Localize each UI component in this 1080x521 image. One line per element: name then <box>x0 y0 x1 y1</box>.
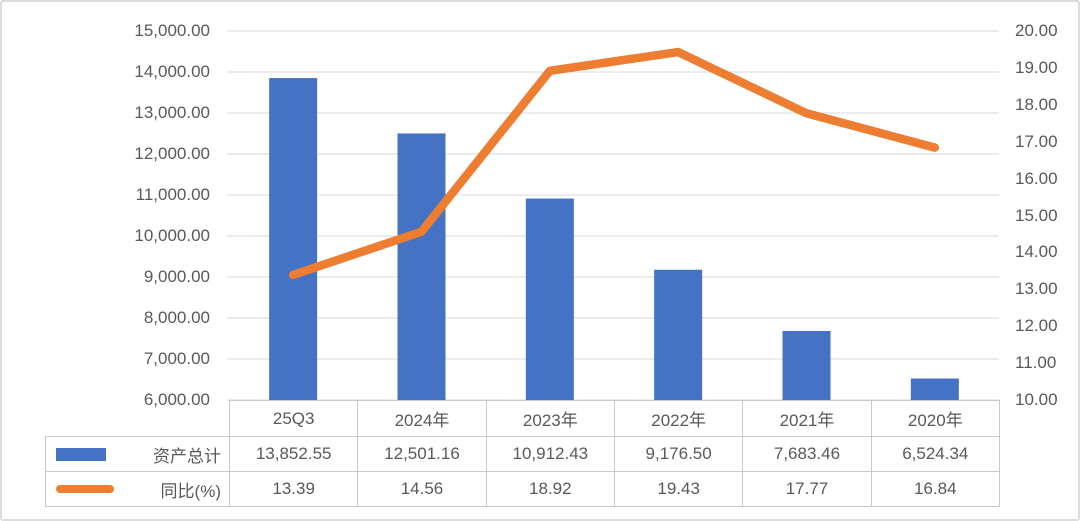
value-cell: 19.43 <box>613 471 744 507</box>
category-header: 2023年 <box>485 400 615 437</box>
category-header: 2020年 <box>870 400 1000 437</box>
bar-2024年 <box>397 133 446 400</box>
value-cell: 13,852.55 <box>228 436 359 472</box>
right-axis-tick: 11.00 <box>1015 353 1057 373</box>
yoy-line <box>288 47 940 280</box>
left-axis-tick: 10,000.00 <box>134 226 210 245</box>
category-header: 2024年 <box>357 400 487 437</box>
value-cell: 16.84 <box>870 471 1000 507</box>
right-axis-tick: 10.00 <box>1015 390 1058 409</box>
left-axis-tick: 11,000.00 <box>135 185 210 204</box>
bar-2023年 <box>525 198 574 400</box>
left-axis-tick: 14,000.00 <box>134 62 210 81</box>
category-header: 2022年 <box>613 400 744 437</box>
left-axis-tick: 13,000.00 <box>134 103 210 122</box>
bar-series-swatch-icon <box>56 447 106 461</box>
right-axis-tick: 13.00 <box>1015 279 1058 299</box>
series-label: 同比(%) <box>160 481 221 501</box>
value-cell: 17.77 <box>742 471 872 507</box>
bar-2021年 <box>782 330 831 400</box>
table-row: 资产总计 13,852.55 12,501.16 10,912.43 9,176.50 7… <box>45 436 1000 472</box>
right-axis-tick: 17.00 <box>1015 131 1058 151</box>
value-cell: 6,524.34 <box>870 436 1000 472</box>
value-cell: 12,501.16 <box>357 436 487 472</box>
right-axis-tick: 18.00 <box>1015 94 1058 114</box>
right-axis-tick: 16.00 <box>1015 168 1058 188</box>
right-axis-tick: 12.00 <box>1015 316 1058 336</box>
left-axis-tick: 15,000.00 <box>134 21 210 40</box>
line-series-swatch-icon <box>56 485 114 493</box>
category-header: 2021年 <box>742 400 872 437</box>
bar-25Q3 <box>269 78 318 401</box>
right-axis-tick: 19.00 <box>1015 57 1058 77</box>
value-cell: 7,683.46 <box>742 436 872 472</box>
legend-cell: 同比(%) <box>45 471 230 507</box>
left-axis-tick: 7,000.00 <box>143 349 210 368</box>
bar-2020年 <box>910 378 959 400</box>
right-axis-tick: 14.00 <box>1015 242 1058 262</box>
bar-2022年 <box>654 269 703 400</box>
legend-cell: 资产总计 <box>45 436 230 472</box>
left-axis-tick: 12,000.00 <box>134 144 210 163</box>
right-axis-tick: 15.00 <box>1015 205 1058 225</box>
value-cell: 13.39 <box>228 471 359 507</box>
series-label: 资产总计 <box>153 446 221 466</box>
value-cell: 10,912.43 <box>485 436 615 472</box>
right-axis-tick: 20.00 <box>1015 21 1058 40</box>
category-header: 25Q3 <box>228 400 359 437</box>
table-row: 同比(%) 13.39 14.56 18.92 19.43 17.77 16.84 <box>45 471 1000 507</box>
value-cell: 9,176.50 <box>613 436 744 472</box>
value-cell: 18.92 <box>485 471 615 507</box>
value-cell: 14.56 <box>357 471 487 507</box>
left-axis-tick: 6,000.00 <box>143 390 210 409</box>
left-axis-tick: 8,000.00 <box>143 308 210 327</box>
left-axis-tick: 9,000.00 <box>143 267 210 286</box>
data-table: 25Q3 2024年 2023年 2022年 2021年 2020年资产总计 13,852.… <box>45 400 1000 507</box>
legend-header-spacer <box>46 401 230 437</box>
